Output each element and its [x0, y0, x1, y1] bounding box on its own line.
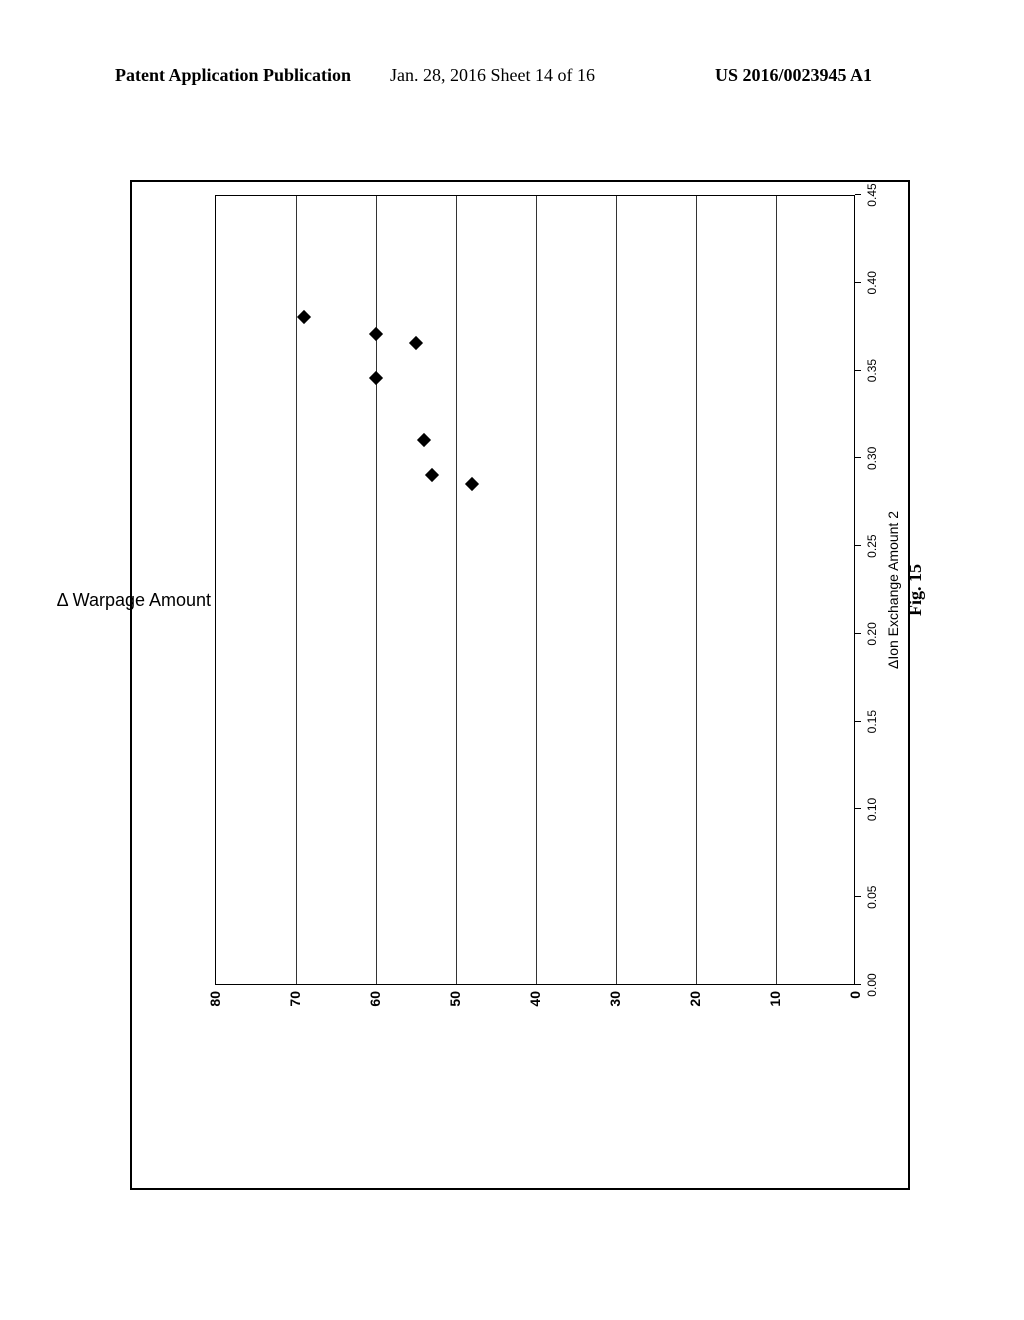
y-tick-label: 10	[767, 991, 783, 1021]
gridline	[376, 196, 377, 984]
x-tick-label: 0.30	[865, 440, 879, 476]
y-tick-label: 50	[447, 991, 463, 1021]
gridline	[616, 196, 617, 984]
header-patent-number: US 2016/0023945 A1	[715, 65, 872, 86]
x-tick-label: 0.00	[865, 967, 879, 1003]
x-tick	[855, 896, 861, 897]
y-tick-label: 70	[287, 991, 303, 1021]
y-tick-label: 0	[847, 991, 863, 1021]
y-tick-label: 20	[687, 991, 703, 1021]
x-tick-label: 0.10	[865, 791, 879, 827]
data-point	[297, 310, 311, 324]
y-tick-label: 80	[207, 991, 223, 1021]
x-tick	[855, 721, 861, 722]
figure-caption: Fig. 15	[905, 550, 926, 630]
plot-area	[215, 195, 855, 985]
gridline	[776, 196, 777, 984]
data-point	[465, 477, 479, 491]
x-tick-label: 0.15	[865, 704, 879, 740]
x-tick	[855, 194, 861, 195]
x-tick	[855, 282, 861, 283]
data-point	[425, 468, 439, 482]
y-tick-label: 30	[607, 991, 623, 1021]
data-point	[417, 433, 431, 447]
x-tick	[855, 370, 861, 371]
header-publication: Patent Application Publication	[115, 65, 351, 86]
x-tick	[855, 984, 861, 985]
x-tick-label: 0.45	[865, 177, 879, 213]
x-axis-label: ΔIon Exchange Amount 2	[885, 490, 901, 690]
gridline	[296, 196, 297, 984]
y-tick-label: 40	[527, 991, 543, 1021]
y-tick-label: 60	[367, 991, 383, 1021]
x-tick	[855, 808, 861, 809]
data-point	[409, 336, 423, 350]
data-point	[369, 371, 383, 385]
x-tick	[855, 633, 861, 634]
gridline	[696, 196, 697, 984]
data-point	[369, 327, 383, 341]
gridline	[456, 196, 457, 984]
page-header: Patent Application Publication Jan. 28, …	[0, 65, 1024, 95]
x-tick-label: 0.25	[865, 528, 879, 564]
x-tick	[855, 545, 861, 546]
header-date-sheet: Jan. 28, 2016 Sheet 14 of 16	[390, 65, 595, 86]
scatter-chart-rotated: 010203040506070800.000.050.100.150.200.2…	[215, 195, 855, 985]
x-tick-label: 0.05	[865, 879, 879, 915]
gridline	[536, 196, 537, 984]
x-tick-label: 0.40	[865, 265, 879, 301]
x-tick	[855, 457, 861, 458]
x-tick-label: 0.35	[865, 353, 879, 389]
x-tick-label: 0.20	[865, 616, 879, 652]
